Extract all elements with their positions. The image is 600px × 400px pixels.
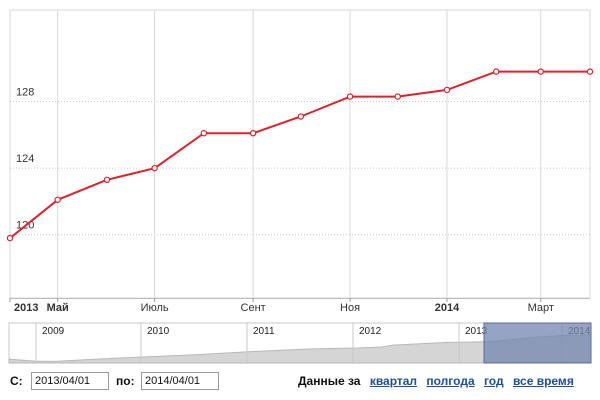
series-line bbox=[9, 70, 590, 239]
data-point[interactable] bbox=[297, 113, 304, 120]
data-point[interactable] bbox=[151, 164, 158, 172]
data-point[interactable] bbox=[54, 196, 61, 203]
data-point[interactable] bbox=[443, 86, 451, 94]
y-tick-label: 128 bbox=[16, 87, 34, 99]
data-point[interactable] bbox=[200, 129, 208, 137]
range-label: Данные за bbox=[298, 374, 361, 388]
x-tick-label: 2013 bbox=[14, 302, 38, 314]
navigator-year-label: 2013 bbox=[465, 326, 488, 337]
data-point[interactable] bbox=[493, 68, 500, 75]
x-tick-label: 2014 bbox=[435, 302, 460, 314]
from-label: С: bbox=[10, 374, 23, 388]
range-navigator[interactable]: 200920102011201220132014 bbox=[0, 318, 600, 366]
date-range-controls: С: по: Данные за квартал полгода год все… bbox=[0, 372, 600, 392]
data-point[interactable] bbox=[537, 68, 544, 75]
x-tick-label: Май bbox=[47, 302, 69, 314]
data-series bbox=[6, 68, 594, 242]
data-point[interactable] bbox=[249, 129, 257, 137]
to-date-input[interactable] bbox=[141, 372, 219, 390]
x-axis: 2013 Май Июль Сент Ноя 2014 Март bbox=[9, 298, 590, 316]
navigator-selected-range[interactable] bbox=[483, 322, 592, 364]
data-point[interactable] bbox=[586, 68, 594, 75]
data-point[interactable] bbox=[103, 176, 111, 184]
x-axis-band bbox=[10, 298, 590, 316]
x-tick-label: Июль bbox=[141, 302, 169, 314]
x-tick-label: Сент bbox=[241, 302, 266, 314]
range-selector: Данные за квартал полгода год все время bbox=[298, 374, 574, 388]
from-date-input[interactable] bbox=[31, 372, 109, 390]
y-tick-label: 124 bbox=[16, 153, 34, 165]
to-label: по: bbox=[116, 374, 135, 388]
range-halfyear-link[interactable]: полгода bbox=[426, 374, 475, 388]
grid-horizontal bbox=[10, 101, 590, 236]
data-point[interactable] bbox=[394, 93, 401, 100]
navigator-year-label: 2011 bbox=[253, 326, 275, 337]
x-tick-label: Ноя bbox=[340, 302, 360, 314]
data-point[interactable] bbox=[6, 234, 14, 242]
x-tick-label: Март bbox=[528, 302, 554, 314]
navigator-year-label: 2010 bbox=[147, 326, 170, 337]
grid-vertical bbox=[57, 10, 542, 298]
data-point[interactable] bbox=[346, 93, 354, 100]
navigator-year-label: 2009 bbox=[42, 326, 65, 337]
range-quarter-link[interactable]: квартал bbox=[369, 374, 418, 388]
navigator-year-label: 2012 bbox=[359, 326, 382, 337]
range-year-link[interactable]: год bbox=[483, 374, 504, 388]
range-alltime-link[interactable]: все время bbox=[512, 374, 574, 388]
plot-frame bbox=[9, 9, 591, 299]
